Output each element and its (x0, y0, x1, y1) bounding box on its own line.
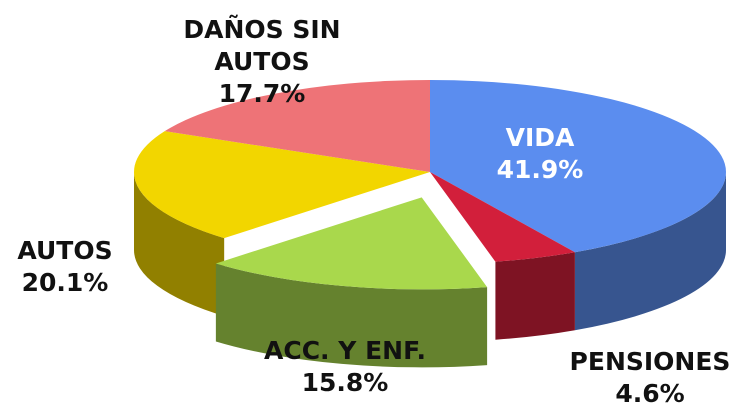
slice (215, 197, 488, 290)
slice-label: VIDA 41.9% (410, 122, 670, 186)
slice-label: PENSIONES 4.6% (520, 346, 749, 410)
slice-label: ACC. Y ENF. 15.8% (215, 335, 475, 399)
category-name: VIDA (505, 123, 575, 152)
slice (430, 80, 726, 253)
category-name: AUTOS (17, 236, 113, 265)
value-label: 17.7% (218, 79, 306, 108)
category-name: DAÑOS SIN AUTOS (183, 15, 341, 76)
slice-label: DAÑOS SIN AUTOS 17.7% (162, 14, 362, 110)
category-name: PENSIONES (569, 347, 731, 376)
slice-label: AUTOS 20.1% (0, 235, 195, 299)
slice-side (134, 172, 225, 317)
slice-side (215, 263, 488, 368)
value-label: 41.9% (496, 155, 584, 184)
value-label: 20.1% (21, 268, 109, 297)
slice-side (495, 252, 575, 340)
slice (133, 131, 430, 239)
slice (164, 80, 430, 172)
slice-side (574, 172, 726, 331)
slice (430, 172, 575, 262)
value-label: 15.8% (301, 368, 389, 397)
value-label: 4.6% (615, 379, 685, 408)
category-name: ACC. Y ENF. (264, 336, 426, 365)
